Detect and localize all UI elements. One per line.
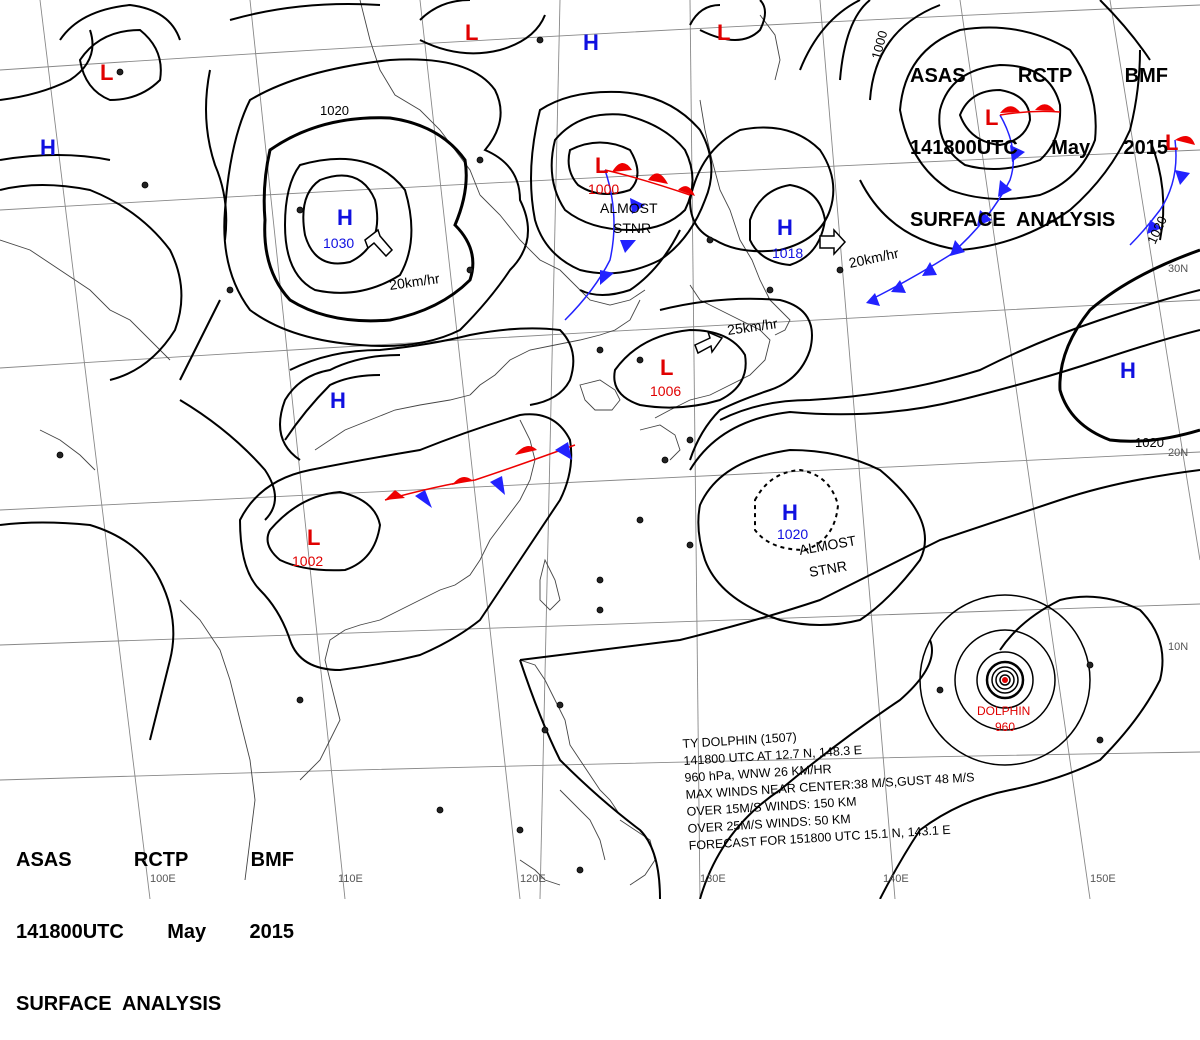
arrow-high-1030-icon bbox=[364, 228, 394, 258]
low-center-value: 1000 bbox=[588, 181, 619, 197]
header-time: 141800UTC bbox=[910, 137, 1018, 159]
header-code: BMF bbox=[1124, 65, 1168, 87]
isobar-high-1018 bbox=[749, 183, 827, 267]
low-center-icon: L bbox=[465, 20, 478, 45]
isobar-high-1030-inner bbox=[302, 174, 379, 265]
high-center-icon: H bbox=[1120, 358, 1136, 383]
high-center-value: 1030 bbox=[323, 235, 354, 251]
lat-label: 20N bbox=[1168, 447, 1188, 459]
header-station: RCTP bbox=[1017, 65, 1073, 87]
high-center-icon: H bbox=[40, 135, 56, 160]
annotation-text: ALMOST bbox=[600, 200, 658, 216]
motion-label: 20km/hr bbox=[847, 245, 900, 271]
lat-label: 30N bbox=[1168, 263, 1188, 275]
lat-label: 10N bbox=[1168, 641, 1188, 653]
low-center-value: 1006 bbox=[650, 383, 681, 399]
isobar-low-north-inner bbox=[958, 88, 1032, 147]
header-time: 141800UTC bbox=[16, 921, 124, 943]
low-center-icon: L bbox=[717, 20, 730, 45]
header-title: SURFACE ANALYSIS bbox=[910, 209, 1116, 231]
header-year: 2015 bbox=[249, 921, 295, 943]
isobar-high-1030-mid bbox=[283, 157, 413, 294]
high-center-icon: H bbox=[782, 500, 798, 525]
cold-front-north-low bbox=[866, 114, 1025, 306]
pressure-center-letters: H H H H H H H L L L L L L L L bbox=[40, 20, 1178, 550]
low-center-value: 1002 bbox=[292, 553, 323, 569]
high-center-value: 1020 bbox=[777, 526, 808, 542]
motion-arrows bbox=[364, 228, 847, 355]
lat-lon-grid bbox=[0, 0, 1200, 899]
chart-header-top: ASAS RCTP BMF 141800UTC May 2015 SURFACE ANA… bbox=[910, 16, 1168, 256]
header-station: RCTP bbox=[133, 849, 189, 871]
typhoon-isobars bbox=[919, 594, 1091, 766]
longitude-labels: 100E 110E 120E 130E 140E 150E bbox=[150, 873, 1116, 885]
motion-label: 25km/hr bbox=[726, 315, 779, 338]
isobar-low-1000-inner bbox=[567, 141, 639, 195]
isobar-1020-bold bbox=[262, 116, 475, 323]
cold-front-1000 bbox=[564, 169, 645, 321]
cold-front-east bbox=[1129, 136, 1195, 246]
lon-label: 140E bbox=[883, 873, 909, 885]
isobars bbox=[0, 0, 1200, 899]
typhoon-pressure: 960 bbox=[995, 720, 1015, 734]
typhoon-center-icon bbox=[1002, 677, 1008, 683]
header-code: BMF bbox=[250, 849, 294, 871]
isobar-label: 1020 bbox=[320, 103, 349, 118]
occluded-front-1000 bbox=[604, 162, 695, 196]
high-center-icon: H bbox=[583, 30, 599, 55]
isobar-low-1002 bbox=[266, 490, 382, 572]
isobar-label: 1020 bbox=[1135, 435, 1164, 450]
high-center-icon: H bbox=[777, 215, 793, 240]
weather-map: 30N 20N 10N 100E 110E 120E 130E 140E 150… bbox=[0, 0, 1200, 899]
high-center-icon: H bbox=[330, 388, 346, 413]
isobar-1020-east-bold bbox=[1058, 248, 1200, 443]
typhoon-name: DOLPHIN bbox=[977, 704, 1030, 718]
typhoon-info-block: TY DOLPHIN (1507) 141800 UTC AT 12.7 N, … bbox=[682, 718, 978, 854]
annotation-text: STNR bbox=[613, 220, 651, 236]
lon-label: 100E bbox=[150, 873, 176, 885]
header-month: May bbox=[167, 921, 207, 943]
isobar-low-1006 bbox=[613, 328, 747, 409]
header-year: 2015 bbox=[1123, 137, 1169, 159]
header-agency: ASAS bbox=[910, 65, 966, 87]
isobar-high-1020-dashed bbox=[754, 468, 840, 552]
low-center-icon: L bbox=[1165, 130, 1178, 155]
arrow-high-1018-icon bbox=[819, 228, 847, 256]
low-center-icon: L bbox=[660, 355, 673, 380]
header-agency: ASAS bbox=[16, 849, 72, 871]
typhoon-label: DOLPHIN 960 bbox=[977, 704, 1030, 734]
arrow-low-1006-icon bbox=[694, 330, 724, 355]
lon-label: 120E bbox=[520, 873, 546, 885]
motion-label: 20km/hr bbox=[388, 270, 441, 293]
low-center-icon: L bbox=[307, 525, 320, 550]
station-plots bbox=[56, 36, 1104, 874]
header-month: May bbox=[1051, 137, 1091, 159]
low-center-icon: L bbox=[100, 60, 113, 85]
annotation-text: STNR bbox=[808, 558, 848, 580]
chart-header-bottom: ASAS RCTP BMF 141800UTC May 2015 SURFACE ANA… bbox=[16, 800, 294, 1040]
coastlines bbox=[0, 0, 791, 886]
high-center-icon: H bbox=[337, 205, 353, 230]
low-center-icon: L bbox=[985, 105, 998, 130]
isobar-1000-north bbox=[869, 4, 941, 101]
stationary-front-south bbox=[384, 442, 576, 508]
lon-label: 150E bbox=[1090, 873, 1116, 885]
lon-label: 130E bbox=[700, 873, 726, 885]
lon-label: 110E bbox=[338, 873, 363, 885]
low-center-icon: L bbox=[595, 153, 608, 178]
pressure-center-values: 1030 1018 1020 1000 1006 1002 bbox=[292, 181, 808, 569]
high-center-value: 1018 bbox=[772, 245, 803, 261]
warm-front-north-low bbox=[999, 104, 1061, 116]
latitude-labels: 30N 20N 10N bbox=[1168, 263, 1188, 653]
isobar-high-outer bbox=[223, 58, 529, 347]
header-title: SURFACE ANALYSIS bbox=[16, 993, 222, 1015]
isobar-label: 1000 bbox=[868, 29, 890, 61]
